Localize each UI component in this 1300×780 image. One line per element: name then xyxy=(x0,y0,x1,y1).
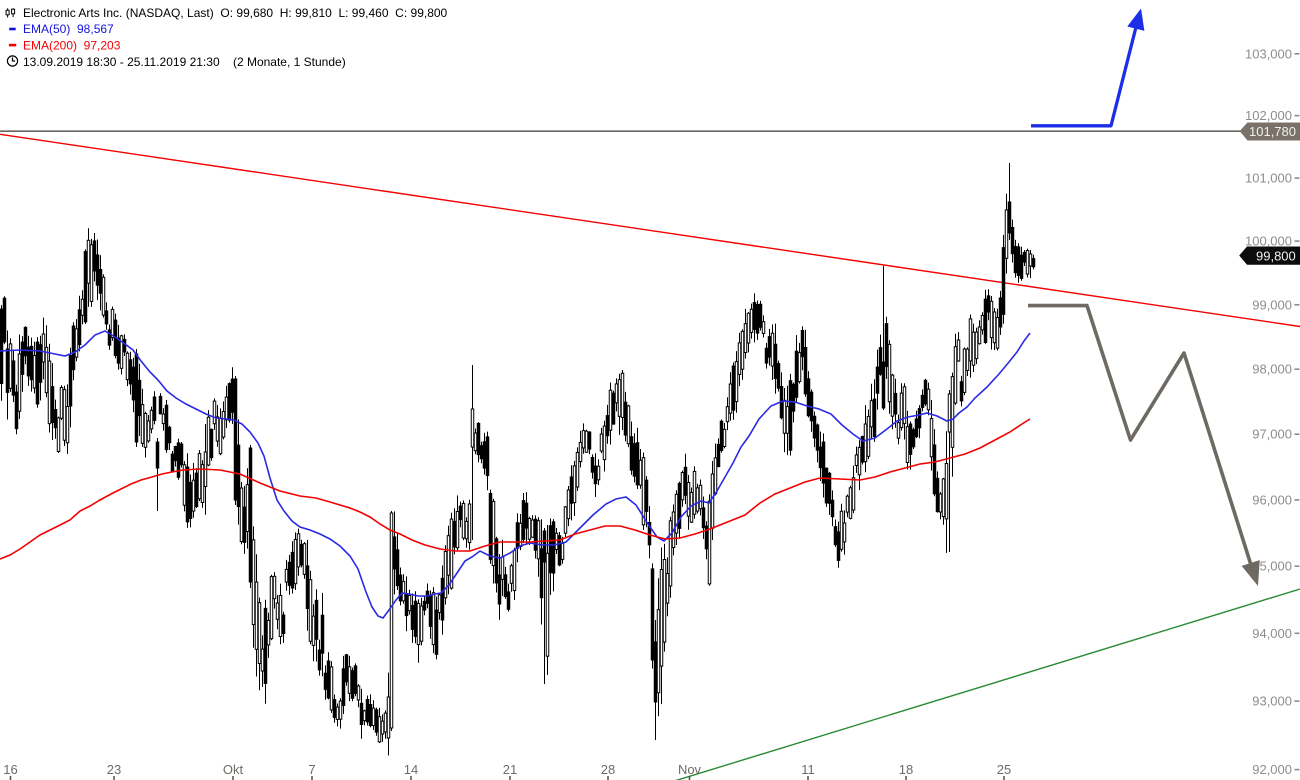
svg-text:95,000: 95,000 xyxy=(1252,559,1292,574)
svg-text:Okt: Okt xyxy=(223,762,244,777)
svg-text:11: 11 xyxy=(801,762,815,777)
svg-text:23: 23 xyxy=(107,762,121,777)
svg-text:97,000: 97,000 xyxy=(1252,427,1292,442)
svg-text:25: 25 xyxy=(997,762,1011,777)
svg-text:EMA(200) 97,203: EMA(200) 97,203 xyxy=(23,39,121,53)
svg-text:96,000: 96,000 xyxy=(1252,492,1292,507)
svg-text:28: 28 xyxy=(601,762,615,777)
svg-text:98,000: 98,000 xyxy=(1252,362,1292,377)
svg-text:99,000: 99,000 xyxy=(1252,297,1292,312)
svg-text:7: 7 xyxy=(308,762,315,777)
svg-text:14: 14 xyxy=(404,762,418,777)
svg-text:92,000: 92,000 xyxy=(1252,762,1292,777)
svg-text:101,000: 101,000 xyxy=(1245,171,1292,186)
svg-text:100,000: 100,000 xyxy=(1245,234,1292,249)
svg-text:94,000: 94,000 xyxy=(1252,626,1292,641)
svg-text:101,780: 101,780 xyxy=(1249,124,1296,139)
svg-text:103,000: 103,000 xyxy=(1245,46,1292,61)
svg-text:102,000: 102,000 xyxy=(1245,108,1292,123)
svg-text:93,000: 93,000 xyxy=(1252,694,1292,709)
svg-text:21: 21 xyxy=(503,762,517,777)
svg-text:18: 18 xyxy=(899,762,913,777)
svg-text:13.09.2019 18:30 - 25.11.2019: 13.09.2019 18:30 - 25.11.2019 21:30 (2 M… xyxy=(23,55,346,69)
svg-text:EMA(50) 98,567: EMA(50) 98,567 xyxy=(23,22,114,36)
svg-text:99,800: 99,800 xyxy=(1256,249,1296,264)
svg-text:Electronic Arts Inc. (NASDAQ,: Electronic Arts Inc. (NASDAQ, Last) O: 9… xyxy=(23,6,448,20)
svg-text:Nov: Nov xyxy=(678,762,702,777)
svg-text:16: 16 xyxy=(3,762,17,777)
